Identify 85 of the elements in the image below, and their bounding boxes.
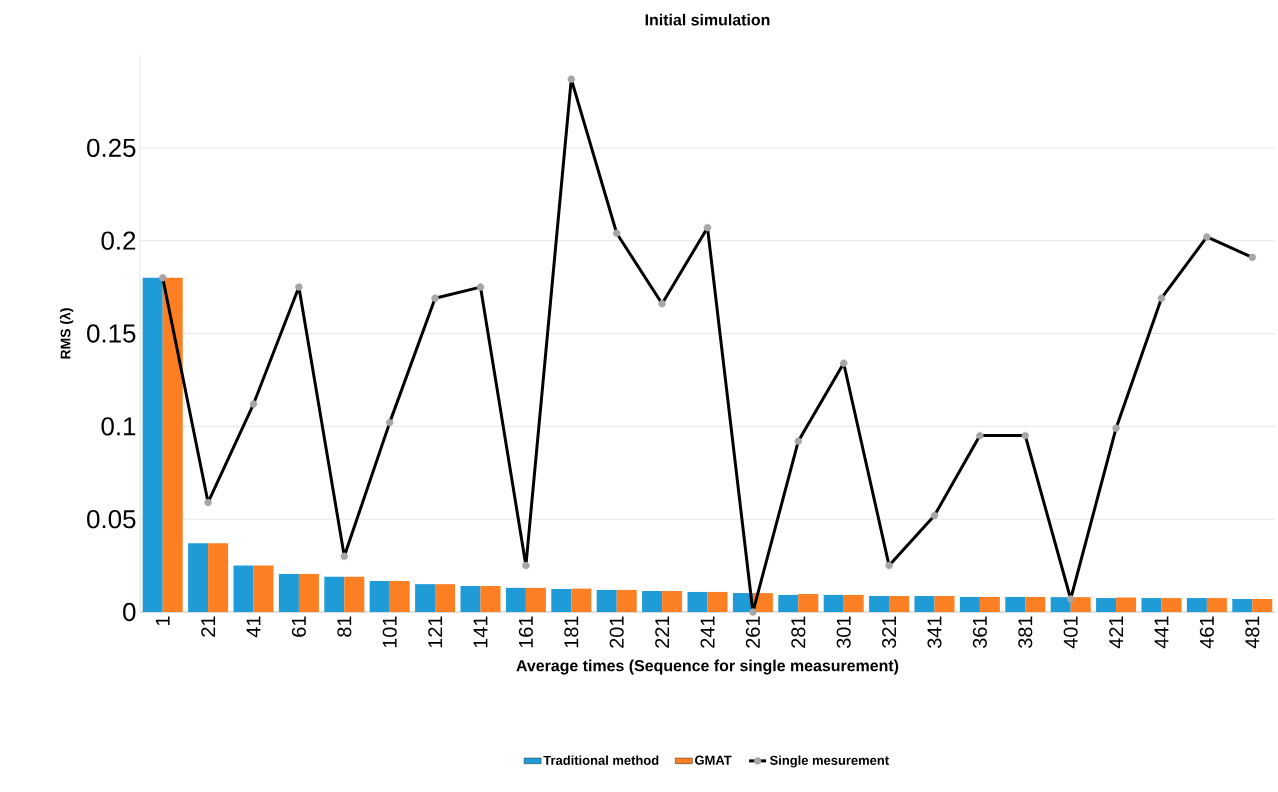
bar [460,586,481,612]
bar [959,596,980,612]
x-tick-label: 61 [291,616,306,637]
bar [1050,597,1071,612]
bar [869,596,890,612]
x-tick-label: 181 [564,616,579,648]
bar [142,277,163,612]
bar [435,584,456,612]
legend-label: Single mesurement [769,755,889,768]
bar [278,573,299,612]
bar [1141,598,1162,612]
bar [188,543,209,612]
bar [525,587,546,612]
bar [233,565,254,612]
bar [1161,598,1182,612]
x-tick-label: 101 [382,616,397,648]
x-tick-label: 421 [1109,616,1124,649]
bar [778,594,799,612]
x-tick-label: 461 [1199,616,1214,649]
chart-title: Initial simulation [645,13,770,26]
x-tick-label: 481 [1245,616,1260,649]
bar [642,591,663,612]
bar [324,576,345,612]
bar [1025,596,1046,612]
bar [616,589,637,612]
x-tick-label: 141 [473,616,488,648]
x-tick-label: 81 [337,616,352,637]
bar [1232,599,1253,612]
bar [298,573,319,612]
y-tick-label: 0.25 [87,138,136,157]
x-tick-label: 21 [201,616,216,637]
bar [1186,598,1207,612]
bar [1206,598,1227,612]
bar [1116,597,1137,612]
x-tick-label: 321 [882,616,897,648]
y-axis-title: RMS (λ) [59,308,74,359]
bar [480,586,501,612]
bar [162,277,183,612]
legend-label: Traditional method [543,755,659,765]
x-tick-label: 221 [655,616,670,648]
bar [1005,596,1026,612]
legend-label: GMAT [695,755,732,765]
x-tick-label: 301 [836,616,851,648]
x-tick-label: 201 [609,616,624,648]
bar [571,588,592,612]
bar [662,591,683,612]
x-tick-label: 281 [791,616,806,648]
x-axis-title: Average times (Sequence for single measurement) [516,659,899,675]
x-tick-label: 381 [1018,616,1033,648]
bar [934,596,955,612]
y-tick-label: 0.05 [87,509,136,529]
x-tick-label: 1 [155,616,170,626]
y-tick-label: 0.1 [101,417,136,436]
x-tick-label: 441 [1154,616,1169,649]
bar [208,543,229,612]
bar [415,584,436,612]
x-tick-label: 341 [927,616,942,648]
bar [889,596,910,612]
y-tick-label: 0.15 [87,324,136,343]
bar [687,591,708,612]
bar [596,589,617,612]
x-tick-label: 41 [246,616,261,638]
bar [798,593,819,612]
bar [823,594,844,612]
bar [1096,598,1117,612]
x-tick-label: 161 [518,616,533,648]
bar [344,576,365,612]
y-tick-label: 0 [123,602,136,622]
x-tick-label: 261 [745,616,760,648]
x-tick-label: 361 [972,616,987,648]
bar [389,580,410,612]
bar [1070,597,1091,612]
x-tick-label: 401 [1063,616,1078,649]
bar [843,594,864,612]
bar [369,580,390,612]
bar [914,596,935,612]
bar [253,565,274,612]
bar [551,588,572,612]
bar [707,591,728,612]
y-tick-label: 0.2 [101,231,136,250]
x-tick-label: 121 [428,616,443,648]
bar [1252,599,1273,612]
x-tick-label: 241 [700,616,715,648]
bar [505,587,526,612]
bar [979,596,1000,612]
